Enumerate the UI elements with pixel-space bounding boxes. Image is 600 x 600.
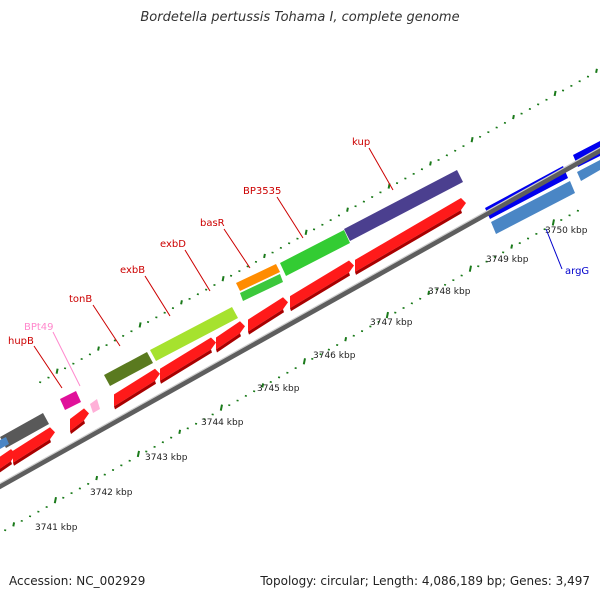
- gene-label-kup: kup: [352, 137, 394, 191]
- gene-labels: hupB BPt49 tonB exbB exbD basR BP3535 kup argG: [8, 137, 589, 389]
- outer-tick: [346, 207, 349, 212]
- svg-text:argG: argG: [565, 266, 589, 277]
- inner-scale-ticks: [4, 209, 580, 532]
- inner-tick: [53, 497, 57, 504]
- scale-label: 3741 kbp: [35, 523, 78, 533]
- accession-text: Accession: NC_002929: [9, 574, 146, 588]
- outer-tick: [55, 368, 59, 374]
- svg-text:tonB: tonB: [69, 294, 92, 305]
- gene-block-kup[interactable]: [344, 170, 463, 241]
- outer-tick: [221, 275, 225, 282]
- inner-tick: [510, 244, 514, 249]
- svg-text:exbD: exbD: [160, 239, 186, 250]
- gene-block-steelblue[interactable]: [491, 181, 575, 234]
- scale-label: 3745 kbp: [257, 384, 300, 394]
- svg-text:BP3535: BP3535: [243, 186, 281, 197]
- scale-label: 3746 kbp: [313, 351, 356, 361]
- svg-text:kup: kup: [352, 137, 370, 148]
- inner-tick: [551, 219, 555, 226]
- gene-block-blue-left[interactable]: [0, 437, 9, 449]
- cds-arrow[interactable]: [216, 321, 245, 353]
- inner-tick: [468, 265, 472, 272]
- scale-label: 3748 kbp: [428, 287, 471, 297]
- cds-arrow[interactable]: [13, 427, 55, 466]
- cds-row: [0, 197, 466, 479]
- inner-tick: [302, 358, 306, 365]
- outer-tick: [512, 114, 515, 120]
- outer-tick: [470, 137, 474, 143]
- svg-text:BPt49: BPt49: [24, 322, 54, 333]
- inner-tick: [136, 450, 140, 458]
- inner-tick: [261, 383, 265, 388]
- gene-block-basR[interactable]: [236, 264, 280, 291]
- svg-text:hupB: hupB: [8, 336, 34, 347]
- outer-tick: [97, 346, 100, 351]
- inner-tick: [12, 522, 16, 527]
- scale-label: 3742 kbp: [90, 488, 133, 498]
- genome-backbone: [0, 146, 600, 490]
- svg-text:exbB: exbB: [120, 265, 145, 276]
- outer-tick: [553, 90, 557, 97]
- gene-label-exbd: exbD: [160, 239, 211, 292]
- cds-arrow[interactable]: [248, 297, 288, 335]
- scale-labels: 3741 kbp 3742 kbp 3743 kbp 3744 kbp 3745 kbp…: [35, 226, 588, 533]
- inner-tick: [219, 404, 223, 411]
- scale-label: 3749 kbp: [486, 255, 529, 265]
- cds-arrow[interactable]: [355, 197, 466, 275]
- gene-block-BPt49[interactable]: [90, 399, 100, 413]
- scale-label: 3747 kbp: [370, 318, 413, 328]
- inner-tick: [344, 336, 348, 342]
- cds-arrow[interactable]: [290, 260, 354, 312]
- gene-block-tonB[interactable]: [104, 352, 153, 386]
- cds-arrow[interactable]: [0, 449, 16, 479]
- cds-arrow[interactable]: [160, 337, 216, 384]
- gene-block-exbB-exbD[interactable]: [150, 307, 238, 361]
- inner-tick: [95, 475, 99, 481]
- cds-arrow[interactable]: [70, 408, 89, 434]
- gene-block-gray[interactable]: [0, 413, 49, 448]
- gene-label-exbb: exbB: [120, 265, 171, 317]
- inner-tick: [385, 311, 389, 319]
- gene-label-hupb: hupB: [8, 336, 63, 389]
- gene-block-steelblue-right[interactable]: [577, 160, 600, 181]
- outer-tick: [180, 300, 183, 305]
- inner-tick: [178, 429, 182, 434]
- map-title: Bordetella pertussis Tohama I, complete …: [140, 10, 460, 25]
- scale-label: 3743 kbp: [145, 453, 188, 463]
- gene-block-hupB[interactable]: [60, 391, 81, 410]
- gene-label-bpt49: BPt49: [24, 322, 81, 387]
- gene-label-basr: basR: [200, 218, 251, 269]
- outer-tick: [304, 229, 308, 236]
- scale-label: 3744 kbp: [201, 418, 244, 428]
- gene-label-tonb: tonB: [69, 294, 121, 347]
- scale-label: 3750 kbp: [545, 226, 588, 236]
- inner-tick: [427, 290, 431, 296]
- outer-scale-ticks: [39, 68, 598, 384]
- genome-summary-text: Topology: circular; Length: 4,086,189 bp…: [260, 574, 590, 588]
- gene-label-bp3535: BP3535: [243, 186, 304, 239]
- outer-tick: [429, 161, 432, 166]
- gene-block-basR-lower[interactable]: [240, 274, 283, 301]
- outer-tick: [595, 68, 598, 73]
- gene-label-argg: argG: [545, 228, 589, 277]
- outer-tick: [138, 322, 142, 328]
- outer-tick: [263, 253, 266, 259]
- gene-block-BP3535[interactable]: [280, 230, 350, 276]
- svg-text:basR: basR: [200, 218, 225, 229]
- cds-arrow[interactable]: [114, 368, 160, 410]
